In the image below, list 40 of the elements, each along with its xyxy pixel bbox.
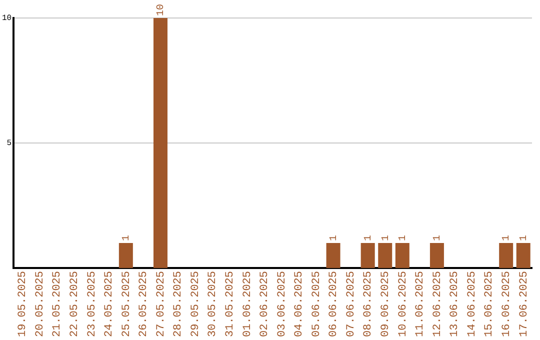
x-tick-label: 29.05.2025 (190, 270, 202, 338)
data-label: 1 (363, 234, 374, 241)
x-tick-label: 31.05.2025 (224, 270, 237, 338)
data-label: 1 (502, 234, 513, 241)
data-label: 1 (519, 234, 530, 241)
x-tick-label: 05.06.2025 (310, 270, 323, 338)
data-label: 10 (156, 4, 168, 16)
x-tick-label: 27.05.2025 (155, 270, 168, 338)
x-tick-label: 30.05.2025 (207, 270, 220, 338)
x-tick-label: 24.05.2025 (104, 270, 116, 338)
x-tick-label: 25.05.2025 (120, 270, 133, 338)
x-tick-label: 13.06.2025 (449, 270, 462, 338)
x-tick-label: 14.06.2025 (466, 270, 478, 338)
x-tick-label: 09.06.2025 (380, 270, 392, 338)
y-tick-label: 5 (6, 139, 12, 148)
x-tick-label: 03.06.2025 (276, 270, 288, 338)
x-tick-label: 23.05.2025 (86, 270, 98, 338)
x-tick-label: 10.06.2025 (397, 270, 410, 338)
x-tick-label: 04.06.2025 (294, 270, 306, 338)
data-label: 1 (328, 234, 340, 241)
x-tick-label: 02.06.2025 (259, 270, 272, 338)
x-tick-label: 08.06.2025 (362, 270, 375, 338)
x-tick-label: 15.06.2025 (484, 270, 496, 338)
x-tick-label: 26.05.2025 (138, 270, 150, 338)
data-label: 1 (432, 234, 444, 241)
x-tick-label: 16.06.2025 (500, 270, 513, 338)
x-tick-label: 11.06.2025 (414, 270, 427, 338)
x-tick-label: 19.05.2025 (17, 270, 30, 338)
x-tick-label: 06.06.2025 (328, 270, 340, 338)
x-tick-label: 01.06.2025 (242, 270, 254, 338)
x-tick-label: 28.05.2025 (172, 270, 185, 338)
x-tick-label: 17.06.2025 (518, 270, 530, 338)
x-tick-label: 07.06.2025 (345, 270, 358, 338)
x-tick-label: 20.05.2025 (34, 270, 46, 338)
data-label: 1 (380, 234, 392, 241)
x-tick-label: 21.05.2025 (52, 270, 64, 338)
data-label: 1 (122, 234, 133, 241)
data-label: 1 (398, 234, 410, 241)
x-tick-label: 22.05.2025 (68, 270, 81, 338)
x-tick-label: 12.06.2025 (432, 270, 444, 338)
